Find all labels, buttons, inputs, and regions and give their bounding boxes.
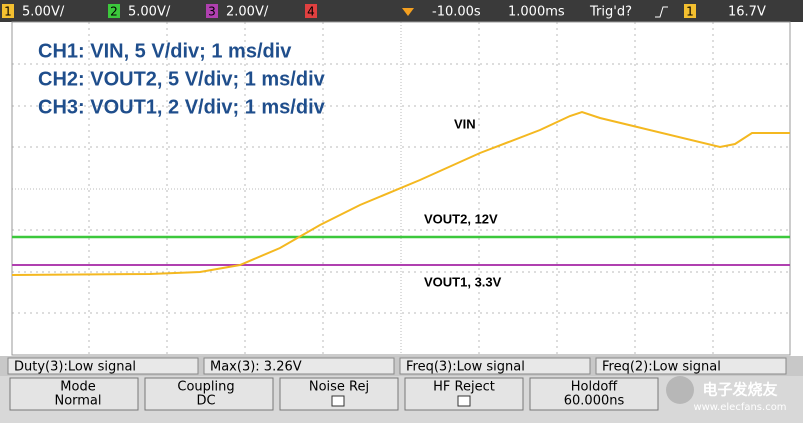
measurement-box	[203, 357, 395, 375]
watermark-logo	[666, 376, 694, 404]
annotation: CH2: VOUT2, 5 V/div; 1 ms/div	[38, 68, 326, 90]
measurement: Freq(2):Low signal	[602, 360, 721, 375]
watermark-url: www.elecfans.com	[693, 402, 786, 413]
trigger-state: Trig'd?	[589, 5, 632, 20]
trigger-level: 16.7V	[728, 5, 766, 20]
graticule-border	[11, 21, 791, 356]
delay: -10.00s	[432, 5, 481, 20]
delay-marker	[402, 8, 414, 16]
status-bar	[0, 0, 803, 22]
softkey[interactable]	[529, 377, 659, 411]
softkey-title: Noise Rej	[309, 380, 369, 395]
ch3-label: 3	[208, 5, 216, 19]
ch1-badge	[2, 4, 14, 18]
ch1-trace	[11, 110, 790, 276]
ch1-label: 1	[4, 5, 12, 19]
graticule	[12, 22, 790, 355]
softkey-title: Holdoff	[571, 380, 619, 395]
softkey[interactable]	[9, 377, 139, 411]
measurement: Max(3): 3.26V	[210, 360, 302, 375]
trigger-slope	[655, 6, 668, 18]
checkbox	[331, 395, 345, 407]
measurement-box	[595, 357, 787, 375]
trace-label: VOUT2, 12V	[424, 211, 498, 226]
ch4-label: 4	[307, 5, 315, 19]
annotation: CH3: VOUT1, 2 V/div; 1 ms/div	[38, 96, 326, 118]
softkey-title: HF Reject	[433, 380, 495, 395]
checkbox	[457, 395, 471, 407]
annotation: CH1: VIN, 5 V/div; 1 ms/div	[38, 40, 292, 62]
ch2-badge	[108, 4, 120, 18]
softkey-value: 60.000ns	[564, 394, 625, 409]
measurement: Duty(3):Low signal	[14, 360, 136, 375]
trace-label: VOUT1, 3.3V	[424, 274, 502, 289]
softkey-value: Normal	[54, 394, 101, 409]
ch3-badge	[206, 4, 218, 18]
timebase: 1.000ms	[508, 5, 565, 20]
measurement-box	[399, 357, 591, 375]
measurement: Freq(3):Low signal	[406, 360, 525, 375]
trigger-badge	[684, 4, 696, 18]
measurement-box	[7, 357, 199, 375]
ch2-scale: 5.00V/	[128, 5, 171, 20]
watermark-name: 电子发烧友	[702, 381, 777, 399]
softkey[interactable]	[144, 377, 274, 411]
trace-label: VIN	[454, 116, 476, 131]
softkey-title: Mode	[60, 380, 95, 395]
softkey-value: DC	[196, 394, 215, 409]
ch3-scale: 2.00V/	[226, 5, 269, 20]
trigger-source: 1	[686, 5, 694, 19]
ch2-label: 2	[110, 5, 118, 19]
ch4-badge	[305, 4, 317, 18]
softkey-title: Coupling	[177, 380, 234, 395]
ch1-scale: 5.00V/	[22, 5, 65, 20]
